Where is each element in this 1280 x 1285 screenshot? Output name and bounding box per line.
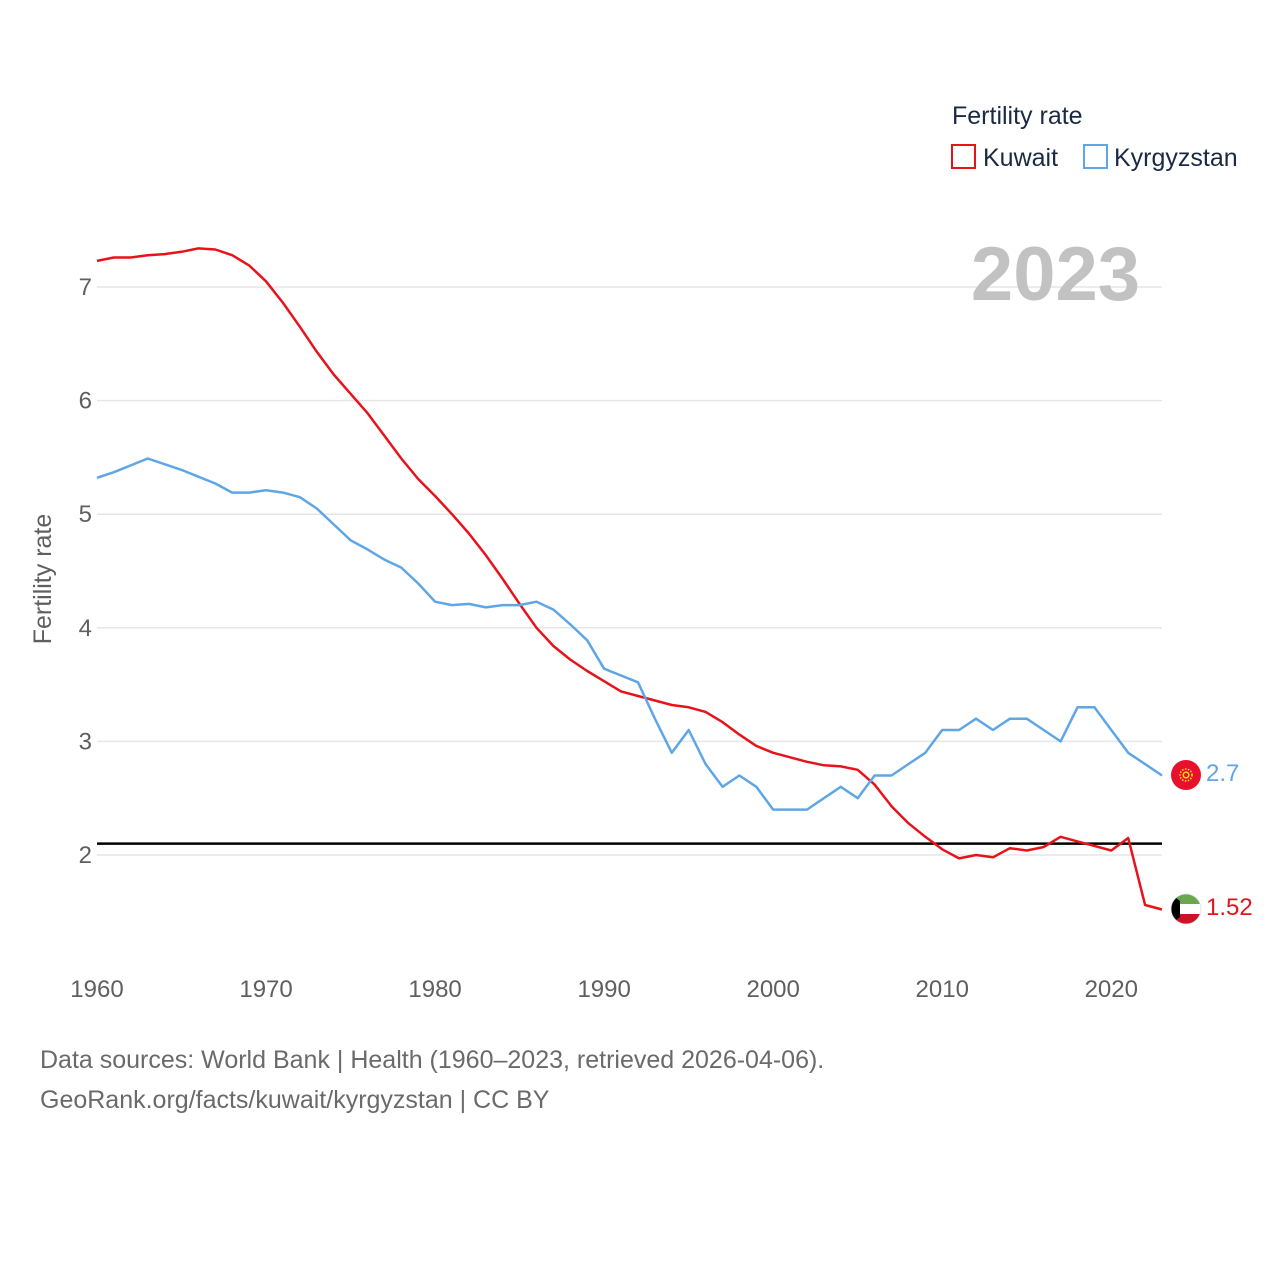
- y-tick-label: 5: [79, 501, 92, 528]
- x-axis-ticks: 1960 1970 1980 1990 2000 2010 2020: [70, 976, 1138, 1003]
- attribution-text: GeoRank.org/facts/kuwait/kyrgyzstan | CC…: [40, 1086, 550, 1114]
- legend-label-kyrgyzstan: Kyrgyzstan: [1114, 144, 1238, 172]
- y-tick-label: 4: [79, 615, 92, 642]
- x-tick-label: 2020: [1085, 976, 1138, 1003]
- y-tick-label: 7: [79, 274, 92, 301]
- series-line-kuwait: [96, 247, 1163, 911]
- series-line-kyrgyzstan: [96, 457, 1163, 811]
- kuwait-end-value: 1.52: [1206, 894, 1253, 921]
- year-label: 2023: [971, 232, 1140, 317]
- kyrgyzstan-flag-icon: [1171, 760, 1201, 790]
- legend: Fertility rate Kuwait Kyrgyzstan: [951, 102, 1238, 172]
- kuwait-flag-icon: [1170, 893, 1202, 925]
- grid-lines: [97, 286, 1162, 856]
- kyrgyzstan-end-value: 2.7: [1206, 760, 1239, 787]
- data-source-text: Data sources: World Bank | Health (1960–…: [40, 1046, 824, 1074]
- y-tick-label: 3: [79, 728, 92, 755]
- x-tick-label: 2010: [916, 976, 969, 1003]
- legend-swatch-kyrgyzstan: [1083, 144, 1108, 169]
- x-tick-label: 2000: [746, 976, 799, 1003]
- x-tick-label: 1970: [239, 976, 292, 1003]
- y-axis-label: Fertility rate: [29, 514, 57, 645]
- y-axis-ticks: 2 3 4 5 6 7: [79, 274, 92, 869]
- x-tick-label: 1990: [577, 976, 630, 1003]
- legend-label-kuwait: Kuwait: [983, 144, 1058, 172]
- y-tick-label: 2: [79, 842, 92, 869]
- y-tick-label: 6: [79, 388, 92, 415]
- series-lines: [96, 247, 1163, 911]
- legend-title: Fertility rate: [952, 102, 1083, 130]
- legend-swatch-kuwait: [951, 144, 976, 169]
- x-tick-label: 1980: [408, 976, 461, 1003]
- x-tick-label: 1960: [70, 976, 123, 1003]
